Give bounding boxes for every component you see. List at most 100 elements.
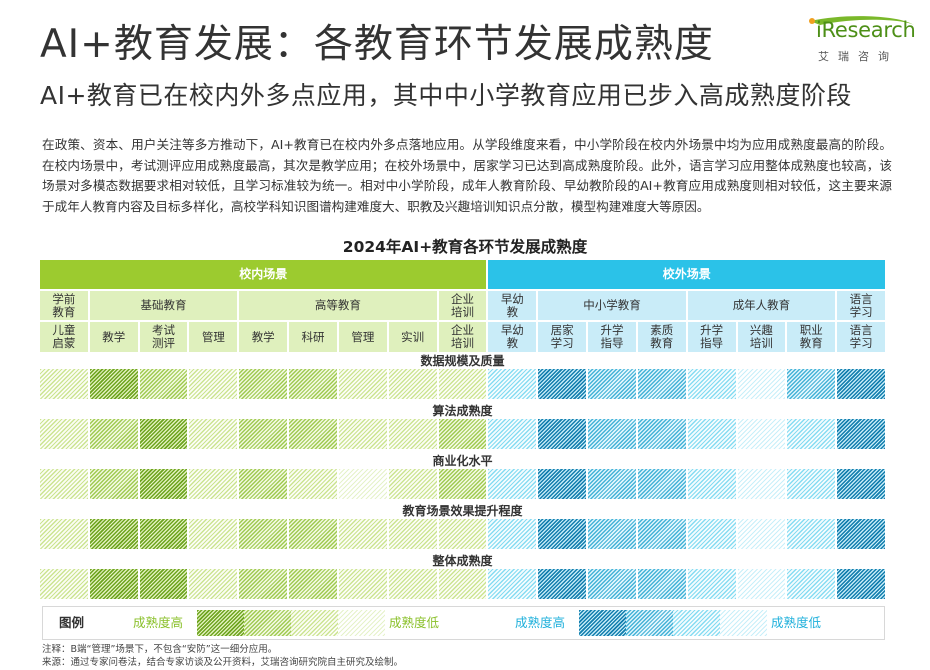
heatmap-cell <box>40 419 88 449</box>
legend-swatch-outside-4 <box>579 610 626 636</box>
column-header: 兴趣 培训 <box>737 322 786 352</box>
intro-paragraph: 在政策、资本、用户关注等多方推动下，AI+教育已在校内外多点落地应用。从学段维度… <box>42 135 892 217</box>
heatmap-cell <box>687 419 736 449</box>
column-header: 素质 教育 <box>637 322 686 352</box>
row-label: 整体成熟度 <box>432 554 493 568</box>
heatmap-cell <box>687 369 736 399</box>
heatmap-cell <box>538 569 587 599</box>
legend-label: 图例 <box>59 615 85 630</box>
legend-swatch-inside-4 <box>197 610 244 636</box>
heatmap-cell <box>189 569 238 599</box>
heatmap-cell <box>139 469 188 499</box>
band-outside: 校外场景 <box>488 260 885 289</box>
group-header: 成年人教育 <box>687 291 836 320</box>
heatmap-cell <box>488 419 537 449</box>
column-header: 语言 学习 <box>837 322 885 352</box>
legend-inside-low: 成熟度低 <box>389 615 440 630</box>
heatmap-cell <box>388 369 437 399</box>
group-header: 基础教育 <box>89 291 238 320</box>
heatmap-cell <box>737 469 786 499</box>
heatmap-cell <box>588 569 636 599</box>
heatmap-cell <box>89 419 138 449</box>
legend-swatch-outside-1 <box>720 610 767 636</box>
heatmap-cell <box>438 519 487 549</box>
heatmap-cell <box>139 369 188 399</box>
heatmap-cell <box>837 419 885 449</box>
column-header: 职业 教育 <box>787 322 836 352</box>
heatmap-cell <box>637 419 686 449</box>
heatmap-cell <box>438 569 487 599</box>
row-label: 算法成熟度 <box>432 404 493 418</box>
heatmap-cell <box>787 569 836 599</box>
heatmap-cell <box>289 519 337 549</box>
column-header: 教学 <box>89 322 138 352</box>
note-text: 注释：B端“管理”场景下，不包含“安防”这一细分应用。 <box>42 644 278 655</box>
heatmap-cell <box>687 569 736 599</box>
heatmap-cell <box>588 519 636 549</box>
heatmap-cell <box>338 569 387 599</box>
column-header: 管理 <box>338 322 387 352</box>
heatmap-cell <box>40 569 88 599</box>
legend-swatch-outside-3 <box>626 610 673 636</box>
column-header: 升学 指导 <box>687 322 736 352</box>
heatmap-cell <box>488 369 537 399</box>
row-label: 数据规模及质量 <box>420 354 505 368</box>
column-header: 升学 指导 <box>588 322 636 352</box>
footnotes: 注释：B端“管理”场景下，不包含“安防”这一细分应用。 来源：通过专家问卷法，结… <box>42 643 403 669</box>
heatmap-cell <box>388 419 437 449</box>
heatmap-cell <box>737 419 786 449</box>
heatmap-cell <box>239 469 288 499</box>
column-header: 企业 培训 <box>438 322 487 352</box>
chart-title: 2024年AI+教育各环节发展成熟度 <box>342 238 588 256</box>
column-header: 教学 <box>239 322 288 352</box>
heatmap-cell <box>837 519 885 549</box>
heatmap-cell <box>289 369 337 399</box>
heatmap-cell <box>338 519 387 549</box>
heatmap-cell <box>239 519 288 549</box>
column-header: 管理 <box>189 322 238 352</box>
heatmap-cell <box>438 419 487 449</box>
heatmap-cell <box>538 419 587 449</box>
heatmap-cell <box>488 469 537 499</box>
heatmap-cell <box>388 569 437 599</box>
iresearch-logo: iResearch 艾瑞咨询 <box>806 15 916 65</box>
heatmap-cell <box>837 569 885 599</box>
heatmap-cell <box>338 419 387 449</box>
legend-inside-high: 成熟度高 <box>133 615 184 630</box>
heatmap-cell <box>239 419 288 449</box>
heatmap-cell <box>687 519 736 549</box>
heatmap-cell <box>89 469 138 499</box>
band-inside: 校内场景 <box>40 260 487 289</box>
heatmap-cell <box>737 369 786 399</box>
heatmap-cell <box>89 519 138 549</box>
group-header: 学前 教育 <box>40 291 88 320</box>
heatmap-cell <box>538 519 587 549</box>
heatmap-cell <box>189 469 238 499</box>
heatmap-cell <box>488 519 537 549</box>
legend: 图例 成熟度高 成熟度低 成熟度高 成熟度低 <box>42 606 885 640</box>
heatmap-cell <box>737 519 786 549</box>
column-header: 考试 测评 <box>139 322 188 352</box>
heatmap-cell <box>787 469 836 499</box>
column-header: 早幼教 <box>488 322 537 352</box>
heatmap-cell <box>89 569 138 599</box>
heatmap-cell <box>388 469 437 499</box>
heatmap-cell <box>737 569 786 599</box>
heatmap-cell <box>588 369 636 399</box>
heatmap-cell <box>787 419 836 449</box>
column-header: 居家 学习 <box>538 322 587 352</box>
heatmap-cell <box>837 369 885 399</box>
heatmap-cell <box>438 469 487 499</box>
legend-swatch-inside-1 <box>338 610 385 636</box>
legend-swatch-inside-3 <box>244 610 291 636</box>
page-subtitle: AI+教育已在校内外多点应用，其中中小学教育应用已步入高成熟度阶段 <box>40 81 852 110</box>
heatmap-cell <box>139 419 188 449</box>
legend-swatch-outside-2 <box>673 610 720 636</box>
heatmap-cell <box>40 369 88 399</box>
heatmap-cell <box>239 369 288 399</box>
heatmap-cell <box>837 469 885 499</box>
row-label: 商业化水平 <box>432 454 493 468</box>
column-header: 儿童 启蒙 <box>40 322 88 352</box>
heatmap-cell <box>637 519 686 549</box>
heatmap-cell <box>239 569 288 599</box>
